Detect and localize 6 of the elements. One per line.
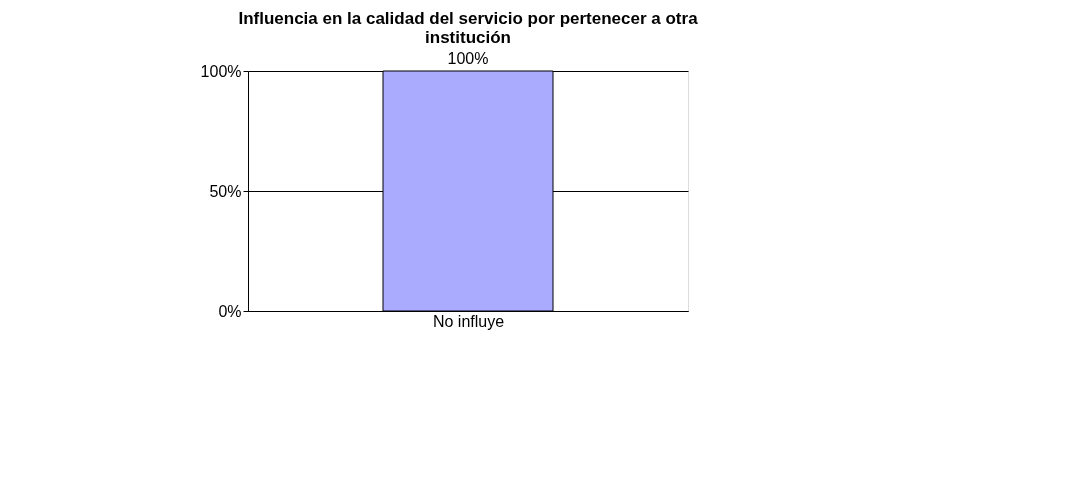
text: 100% <box>447 50 489 67</box>
y-tick-label: 100% <box>200 62 242 80</box>
y-tick-label: 50% <box>209 182 242 200</box>
y-tick-label: 0% <box>218 302 242 320</box>
chart-title: Influencia en la calidad del servicio por pertenecer a otra institución <box>238 9 699 47</box>
x-tick-label: No influye <box>432 312 505 330</box>
